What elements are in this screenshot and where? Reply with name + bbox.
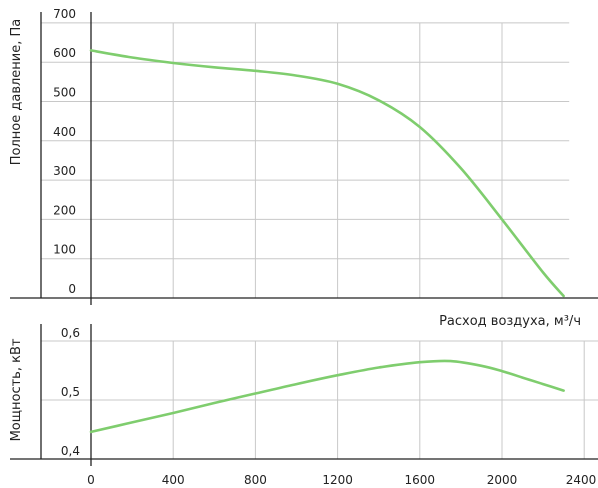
- airflow-tick-label: 2000: [487, 473, 518, 487]
- airflow-tick-label: 800: [244, 473, 267, 487]
- airflow-tick-label: 1200: [322, 473, 353, 487]
- pressure-tick-label: 0: [68, 282, 76, 296]
- airflow-axis-label: Расход воздуха, м³/ч: [439, 314, 581, 329]
- airflow-tick-label: 2400: [566, 473, 597, 487]
- pressure-grid: [41, 22, 570, 298]
- airflow-tick-label: 400: [162, 473, 185, 487]
- pressure-tick-label: 600: [53, 46, 76, 60]
- power-tick-label: 0,4: [61, 444, 80, 458]
- chart-curves: [89, 49, 565, 434]
- power-grid: [41, 340, 598, 459]
- pressure-tick-label: 400: [53, 125, 76, 139]
- power-tick-label: 0,5: [61, 385, 80, 399]
- pressure-tick-label: 200: [53, 203, 76, 217]
- pressure-tick-labels: 0 100 200 300 400 500 600 700: [53, 7, 76, 296]
- pressure-tick-label: 300: [53, 164, 76, 178]
- power-curve: [89, 359, 565, 434]
- pressure-tick-label: 700: [53, 7, 76, 21]
- airflow-tick-label: 0: [87, 473, 95, 487]
- power-tick-label: 0,6: [61, 326, 80, 340]
- pressure-curve: [89, 49, 565, 298]
- power-axis-label: Мощность, кВт: [9, 338, 24, 441]
- pressure-tick-label: 500: [53, 86, 76, 100]
- pressure-tick-label: 100: [53, 243, 76, 257]
- airflow-tick-label: 1600: [405, 473, 436, 487]
- pressure-axis-label: Полное давление, Па: [9, 19, 24, 166]
- power-tick-labels: 0,4 0,5 0,6 0 400 800 1200 1600 2000 2400: [61, 326, 596, 487]
- chart-axes: [10, 12, 598, 466]
